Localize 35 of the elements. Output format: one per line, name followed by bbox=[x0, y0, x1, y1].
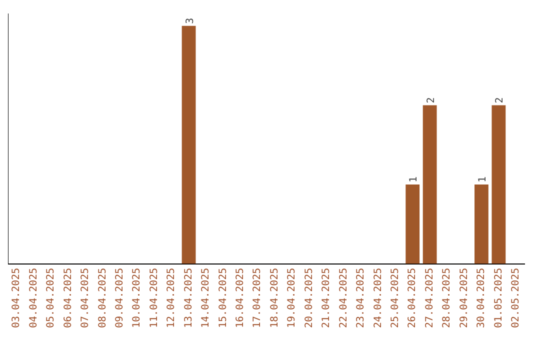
x-tick-label: 21.04.2025 bbox=[321, 268, 332, 328]
x-tick-label: 20.04.2025 bbox=[304, 268, 315, 328]
x-tick-label: 03.04.2025 bbox=[11, 268, 22, 328]
data-label: 1 bbox=[408, 176, 420, 182]
x-tick-label: 12.04.2025 bbox=[166, 268, 178, 328]
x-tick-label: 29.04.2025 bbox=[458, 268, 470, 328]
x-tick-label: 25.04.2025 bbox=[390, 268, 401, 328]
x-tick-label: 27.04.2025 bbox=[424, 268, 436, 328]
x-tick-label: 30.04.2025 bbox=[476, 268, 488, 328]
x-tick-label: 06.04.2025 bbox=[62, 268, 74, 328]
x-tick-label: 19.04.2025 bbox=[286, 268, 298, 328]
x-tick-label: 18.04.2025 bbox=[269, 268, 280, 328]
x-tick-label: 08.04.2025 bbox=[97, 268, 108, 328]
data-label: 3 bbox=[184, 18, 196, 24]
data-label: 2 bbox=[494, 97, 506, 104]
x-tick-label: 04.04.2025 bbox=[28, 268, 40, 328]
x-tick-label: 10.04.2025 bbox=[132, 268, 143, 328]
x-tick-label: 17.04.2025 bbox=[252, 268, 264, 328]
x-tick-label: 09.04.2025 bbox=[114, 268, 126, 328]
x-tick-label: 24.04.2025 bbox=[372, 268, 384, 328]
data-label: 1 bbox=[477, 176, 488, 182]
x-tick-label: 23.04.2025 bbox=[356, 268, 367, 328]
x-tick-label: 07.04.2025 bbox=[80, 268, 92, 328]
x-tick-label: 16.04.2025 bbox=[235, 268, 246, 328]
data-label: 2 bbox=[426, 97, 437, 104]
x-tick-label: 26.04.2025 bbox=[407, 268, 418, 328]
x-tick-label: 15.04.2025 bbox=[218, 268, 229, 328]
x-tick-label: 22.04.2025 bbox=[338, 268, 350, 328]
x-tick-label: 02.05.2025 bbox=[510, 268, 522, 328]
x-tick-label: 28.04.2025 bbox=[442, 268, 453, 328]
x-tick-label: 11.04.2025 bbox=[148, 268, 160, 328]
x-tick-label: 13.04.2025 bbox=[183, 268, 194, 328]
x-tick-label: 01.05.2025 bbox=[493, 268, 504, 328]
x-tick-label: 05.04.2025 bbox=[46, 268, 57, 328]
x-tick-label: 14.04.2025 bbox=[200, 268, 212, 328]
